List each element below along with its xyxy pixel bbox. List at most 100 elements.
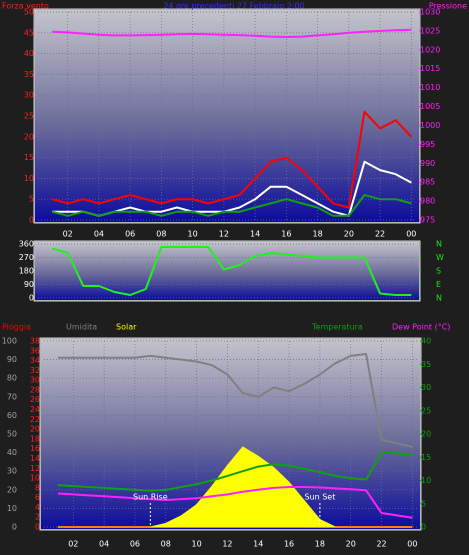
- y3-tick-label: 0: [35, 523, 40, 532]
- x-tick-label: 20: [344, 230, 354, 239]
- x-tick-label: 22: [375, 230, 385, 239]
- y2-tick-label: 980: [420, 197, 435, 206]
- y-tick-label: 5: [29, 195, 34, 204]
- series-line: [51, 194, 412, 217]
- y3-tick-label: 6: [35, 493, 40, 502]
- y2-tick-label: 1015: [420, 64, 440, 73]
- y2-tick-label: 15: [421, 453, 431, 462]
- annotation: Sun Rise: [133, 493, 168, 502]
- y2-tick-label: 975: [420, 216, 435, 225]
- legend-label: Solar: [116, 323, 137, 332]
- x-tick-label: 18: [313, 230, 323, 239]
- x-tick-label: 12: [219, 230, 229, 239]
- y-tick-label: 100: [2, 337, 17, 346]
- y-tick-label: 30: [7, 467, 17, 476]
- y3-tick-label: 20: [30, 425, 40, 434]
- y-tick-label: 360: [19, 240, 34, 249]
- y-tick-label: 0: [12, 523, 17, 532]
- y2-tick-label: 35: [421, 360, 431, 369]
- y-tick-label: 50: [24, 8, 34, 17]
- y-tick-label: 10: [7, 504, 17, 513]
- y-label: Forza vento: [2, 2, 49, 11]
- x-tick-label: 04: [99, 540, 109, 549]
- x-tick-label: 06: [130, 540, 140, 549]
- x-tick-label: 08: [161, 540, 171, 549]
- y3-tick-label: 18: [30, 434, 40, 443]
- y3-tick-label: 34: [30, 356, 40, 365]
- y3-tick-label: 26: [30, 395, 40, 404]
- y-tick-label: 20: [24, 132, 34, 141]
- y2-tick-label: 1025: [420, 26, 440, 35]
- y-tick-label: 25: [24, 112, 34, 121]
- x-tick-label: 02: [68, 540, 78, 549]
- y3-tick-label: 38: [30, 337, 40, 346]
- y-tick-label: 10: [24, 174, 34, 183]
- y-tick-label: 270: [19, 253, 34, 262]
- y-tick-label: 40: [24, 49, 34, 58]
- y2-tick-label: 40: [421, 337, 431, 346]
- y2-tick-label: 1005: [420, 102, 440, 111]
- y-tick-label: 60: [7, 411, 17, 420]
- series-line: [57, 353, 413, 448]
- y3-tick-label: 24: [30, 405, 40, 414]
- legend-label: Umidita: [66, 323, 97, 332]
- y2-tick-label: 1030: [420, 8, 440, 17]
- y3-tick-label: 8: [35, 483, 40, 492]
- x-tick-label: 22: [376, 540, 386, 549]
- y2-tick-label: 990: [420, 159, 435, 168]
- charts-layer: 0510152025303540455097598098599099510001…: [2, 8, 451, 549]
- x-tick-label: 20: [346, 540, 356, 549]
- y2-tick-label: 5: [421, 499, 426, 508]
- series-line: [52, 28, 412, 38]
- y2-tick-label: 995: [420, 140, 435, 149]
- y2-tick-label: 25: [421, 406, 431, 415]
- x-tick-label: 12: [222, 540, 232, 549]
- x-tick-label: 14: [253, 540, 263, 549]
- chart-title: 24 ore precedenti 27 Febbraio 2:00: [163, 2, 304, 11]
- y-tick-label: 70: [7, 392, 17, 401]
- y3-tick-label: 36: [30, 346, 40, 355]
- y2-tick-label: W: [436, 253, 444, 262]
- y3-tick-label: 22: [30, 415, 40, 424]
- y2-tick-label: 1020: [420, 45, 440, 54]
- y3-tick-label: 28: [30, 385, 40, 394]
- series-line: [51, 246, 412, 296]
- y3-tick-label: 10: [30, 474, 40, 483]
- x-tick-label: 08: [156, 230, 166, 239]
- x-tick-label: 00: [407, 540, 417, 549]
- y-tick-label: 90: [7, 355, 17, 364]
- series-area: [57, 446, 413, 528]
- y2-label: Pressione: [429, 2, 467, 11]
- legend-label: Pioggia: [2, 323, 31, 332]
- y-tick-label: 15: [24, 153, 34, 162]
- legend-label: Temperatura: [311, 323, 363, 332]
- x-tick-label: 16: [284, 540, 294, 549]
- x-tick-label: 10: [191, 540, 201, 549]
- y-tick-label: 20: [7, 485, 17, 494]
- y-tick-label: 40: [7, 448, 17, 457]
- y-tick-label: 0: [29, 294, 34, 303]
- y3-tick-label: 32: [30, 366, 40, 375]
- y3-tick-label: 12: [30, 464, 40, 473]
- y-tick-label: 80: [7, 374, 17, 383]
- y2-tick-label: E: [436, 280, 441, 289]
- y2-tick-label: N: [436, 294, 442, 303]
- x-tick-label: 06: [125, 230, 135, 239]
- series-line: [57, 451, 413, 492]
- y2-tick-label: 985: [420, 178, 435, 187]
- x-tick-label: 10: [188, 230, 198, 239]
- y-tick-label: 90: [24, 280, 34, 289]
- y3-tick-label: 2: [35, 513, 40, 522]
- y-tick-label: 50: [7, 430, 17, 439]
- x-tick-label: 04: [94, 230, 104, 239]
- x-tick-label: 16: [281, 230, 291, 239]
- y-tick-label: 180: [19, 267, 34, 276]
- y-tick-label: 0: [29, 216, 34, 225]
- y3-tick-label: 16: [30, 444, 40, 453]
- y2-tick-label: 10: [421, 476, 431, 485]
- y2-tick-label: N: [436, 240, 442, 249]
- x-tick-label: 18: [315, 540, 325, 549]
- y2-tick-label: 20: [421, 430, 431, 439]
